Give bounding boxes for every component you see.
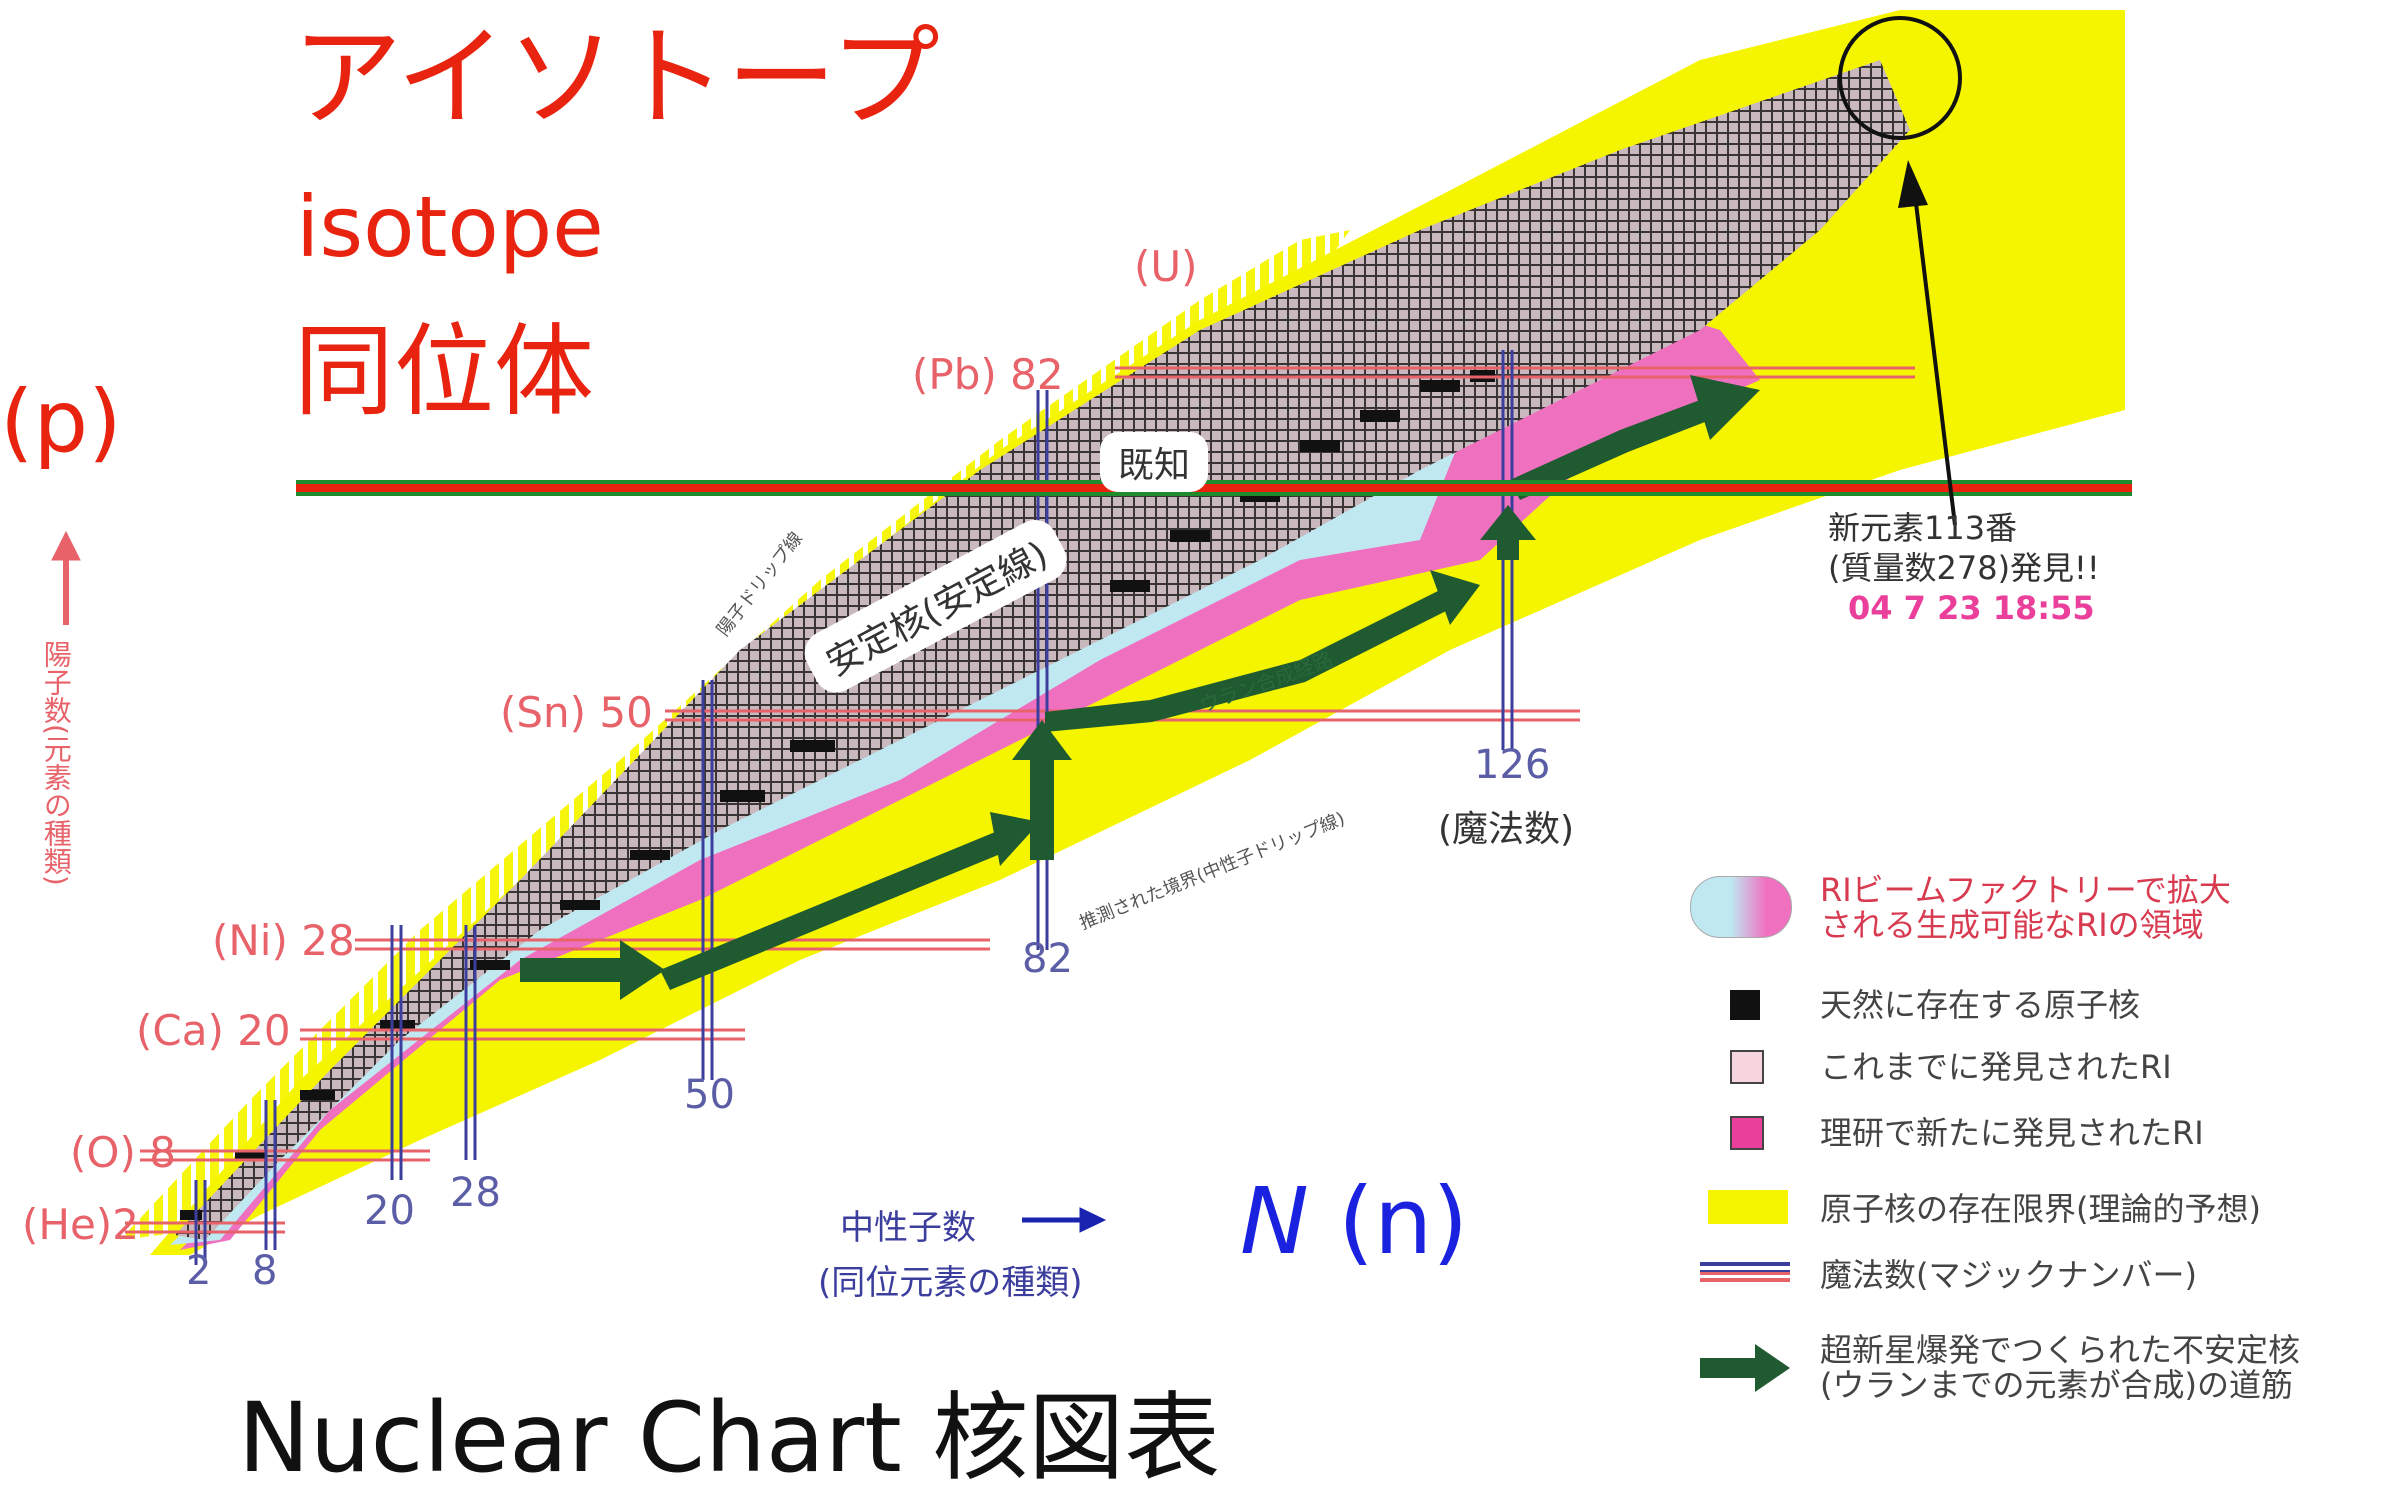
title-kanji: 同位体 [294,313,594,430]
legend-row-limit: 原子核の存在限界(理論的予想) [1690,1182,2261,1232]
element-he-label: (He)2 [22,1200,139,1249]
neutron-magic-8: 8 [252,1248,278,1294]
legend-text-riken: 理研で新たに発見されたRI [1820,1114,2204,1152]
element-ca-label: (Ca) 20 [136,1006,291,1055]
legend-row-ri-factory: RIビームファクトリーで拡大 される生成可能なRIの領域 [1690,866,2231,950]
bottom-caption: Nuclear Chart 核図表 [238,1382,1221,1494]
marker-line-green [296,480,2132,484]
new-element-line1: 新元素113番 [1828,509,2018,547]
element-sn-label: (Sn) 50 [500,688,653,737]
element-o-label: (O) 8 [70,1128,176,1177]
new-element-line2: (質量数278)発見!! [1828,549,2100,587]
supernova-path [520,375,1760,1000]
discovered-ri-band [175,60,1910,1240]
legend-swatch-limit [1708,1190,1788,1224]
legend-swatch-riken [1730,1116,1764,1150]
legend-text-magic: 魔法数(マジックナンバー) [1820,1256,2197,1294]
neutron-magic-82: 82 [1022,936,1073,982]
legend-row-supernova: 超新星爆発でつくられた不安定核 (ウランまでの元素が合成)の道筋 [1690,1326,2300,1410]
y-axis-label: 陽子数(元素の種類) [39,640,73,886]
legend-text-supernova: 超新星爆発でつくられた不安定核 (ウランまでの元素が合成)の道筋 [1820,1330,2301,1404]
legend-text-discovered: これまでに発見されたRI [1820,1048,2172,1086]
legend-swatch-discovered [1730,1050,1764,1084]
y-axis-arrow [51,530,81,625]
proton-label: (p) [0,372,122,472]
magic-number-caption: (魔法数) [1438,809,1575,850]
element-ni-label: (Ni) 28 [212,916,355,965]
neutron-axis-label: N (n) [1240,1168,1469,1275]
x-axis-arrow [1022,1207,1107,1233]
legend-row-natural: 天然に存在する原子核 [1690,978,2140,1028]
x-axis-label-line2: (同位元素の種類) [818,1263,1083,1303]
legend-swatch-magic [1700,1262,1790,1282]
y-axis-label-line1: 陽子数 [39,640,73,724]
nuclear-chart [51,10,2132,1265]
legend-row-magic: 魔法数(マジックナンバー) [1690,1248,2197,1298]
neutron-magic-28: 28 [450,1170,501,1216]
new-element-note: 新元素113番 (質量数278)発見!! 04 7 23 18:55 [1828,508,2100,628]
legend-swatch-natural [1730,990,1760,1020]
marker-line-red [296,484,2132,492]
new-element-pointer [1913,194,1957,526]
title-katakana: アイソトープ [292,14,940,142]
title-english: isotope [296,178,604,276]
legend-text-ri-factory: RIビームファクトリーで拡大 される生成可能なRIの領域 [1820,870,2231,944]
legend-row-discovered: これまでに発見されたRI [1690,1040,2172,1090]
new-element-arrowhead [1898,160,1928,208]
x-axis-label-line1: 中性子数 [840,1208,976,1248]
element-u-label: (U) [1134,242,1198,291]
neutron-magic-2: 2 [186,1248,212,1294]
neutron-magic-50: 50 [684,1072,735,1118]
neutron-magic-126: 126 [1474,742,1551,788]
legend-swatch-supernova-arrow [1700,1344,1790,1392]
known-label: 既知 [1100,432,1209,492]
new-element-date: 04 7 23 18:55 [1848,589,2095,627]
element-pb-label: (Pb) 82 [912,350,1064,399]
y-axis-label-line2: (元素の種類) [39,724,73,886]
legend-swatch-ri-factory [1690,876,1792,938]
legend-text-limit: 原子核の存在限界(理論的予想) [1820,1190,2261,1228]
new-element-circle [1838,16,1962,140]
legend-row-riken: 理研で新たに発見されたRI [1690,1106,2204,1156]
marker-line-green-bottom [296,492,2132,496]
neutron-magic-20: 20 [364,1188,415,1234]
legend-text-natural: 天然に存在する原子核 [1820,986,2141,1024]
